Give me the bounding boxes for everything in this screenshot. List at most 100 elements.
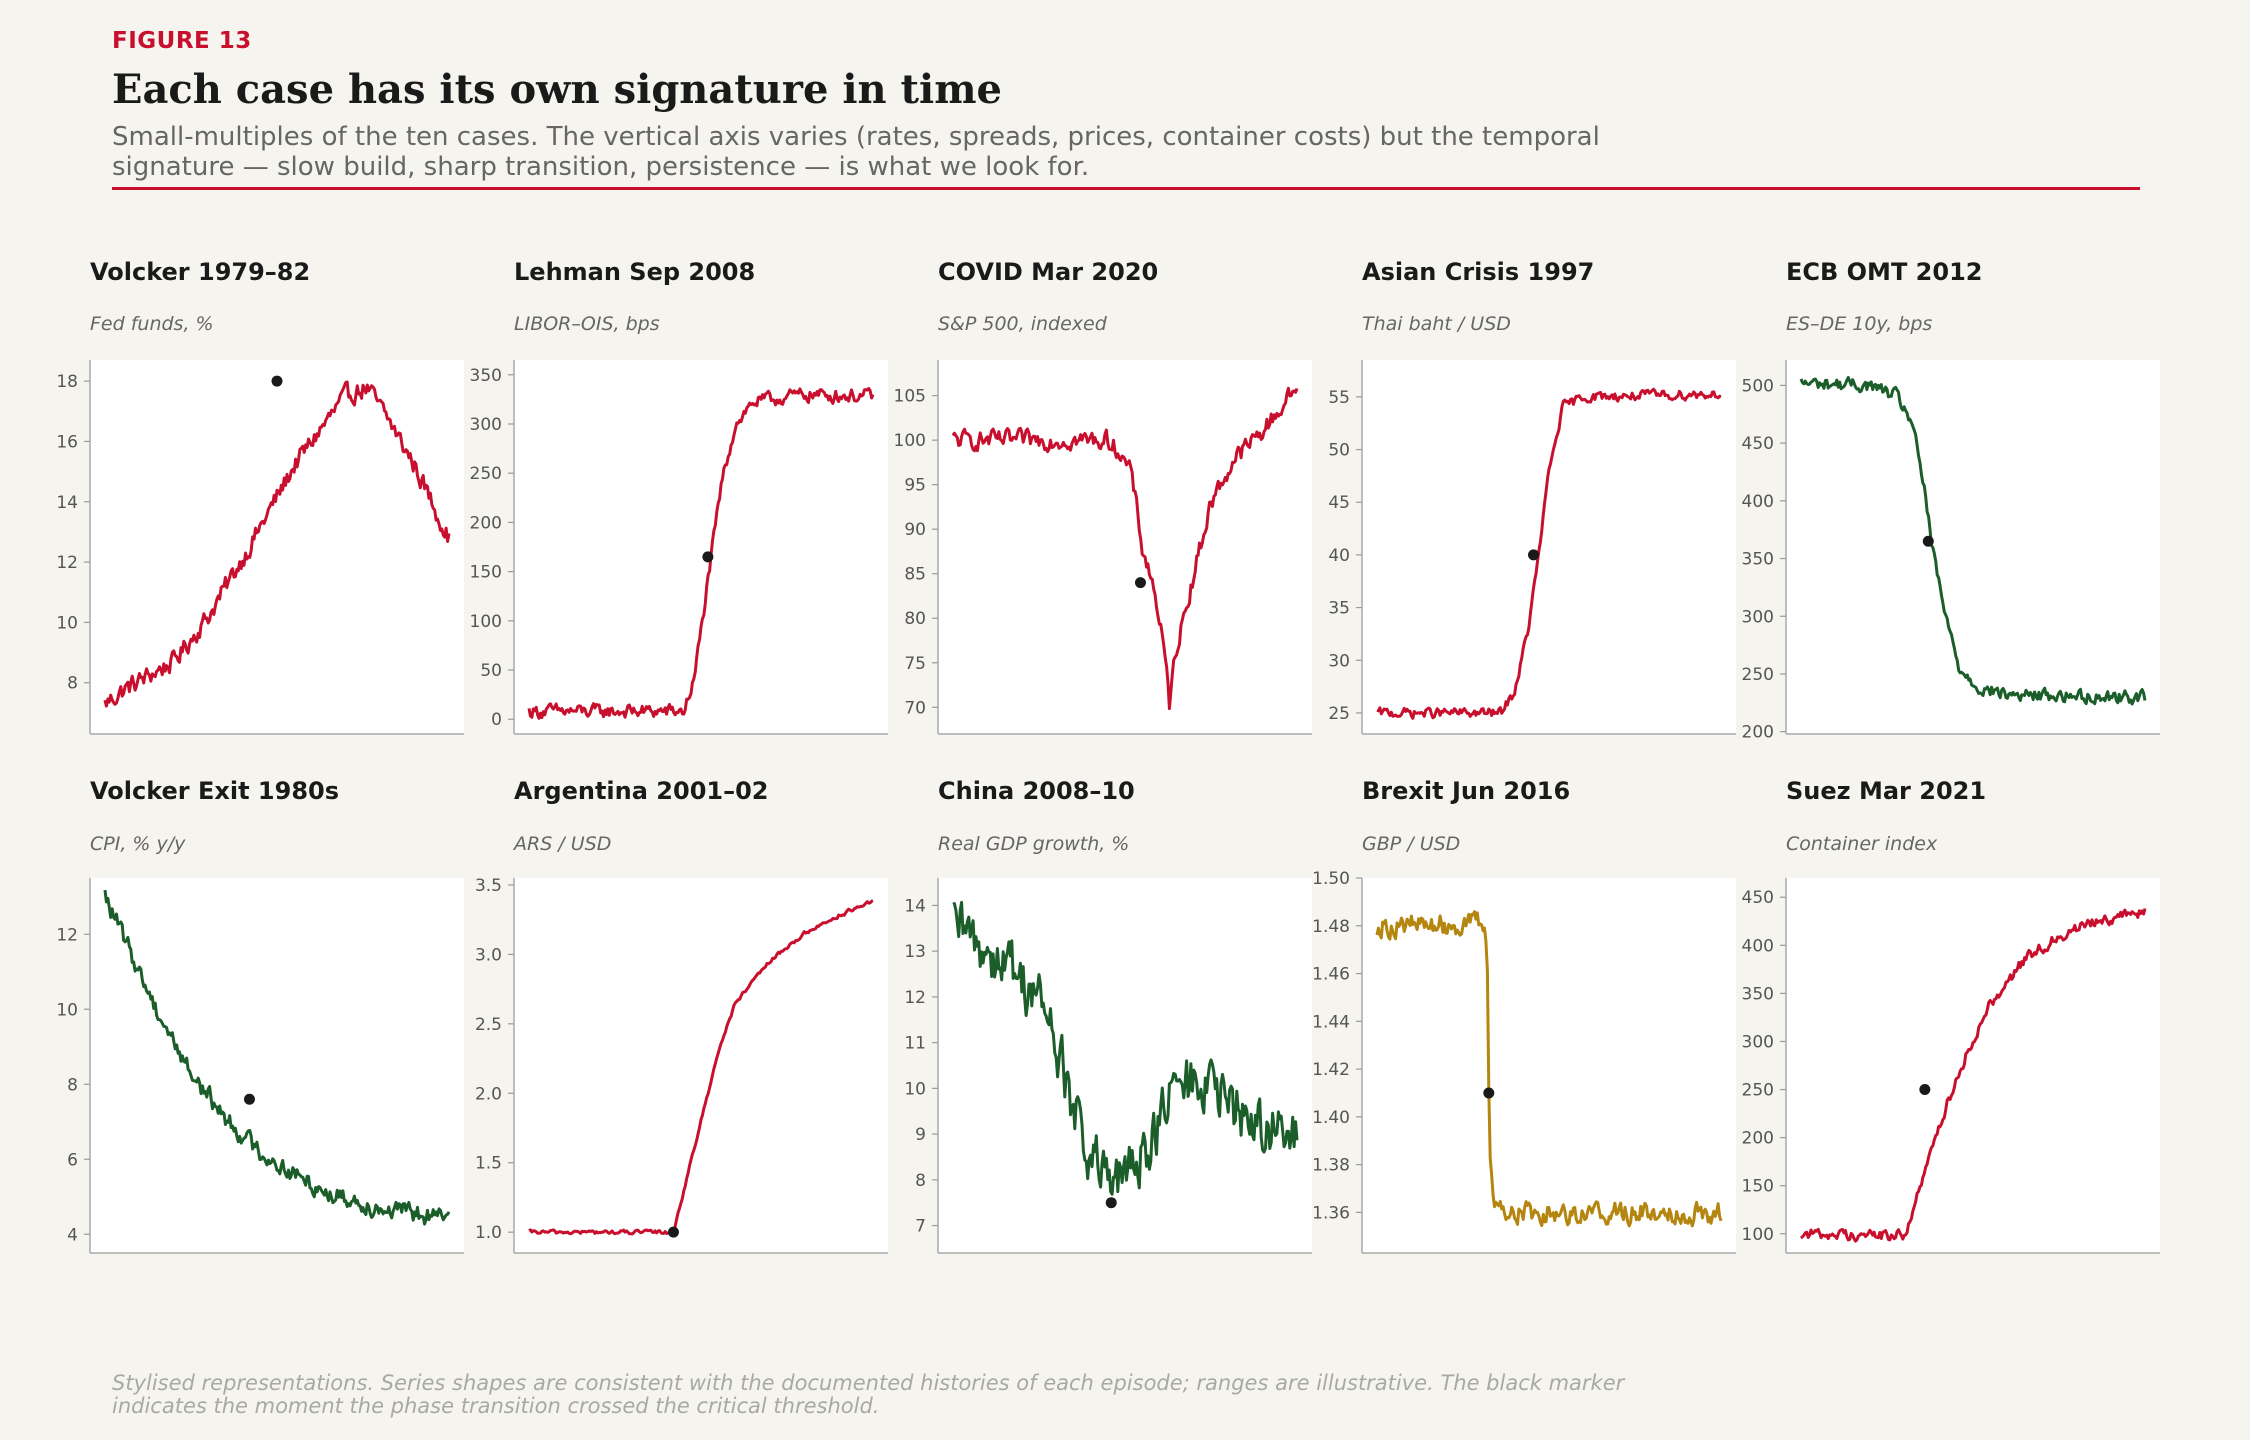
- panel-axis-label: ARS / USD: [512, 833, 611, 855]
- y-tick-label: 8: [915, 1171, 926, 1191]
- panel-7: Argentina 2001–02 ARS / USD 1.0 1.5 2.0 2.5 3.…: [475, 777, 888, 1254]
- y-tick-label: 40: [1328, 546, 1350, 566]
- y-tick-label: 90: [904, 520, 926, 540]
- panel-title: Suez Mar 2021: [1786, 777, 1986, 805]
- series-line: [951, 386, 1299, 711]
- y-tick-label: 450: [1742, 434, 1774, 454]
- panel-axis-label: ES–DE 10y, bps: [1786, 313, 1932, 335]
- y-tick-label: 2.0: [475, 1084, 502, 1104]
- panel-9: Brexit Jun 2016 GBP / USD 1.36 1.38 1.40 1.42…: [1312, 777, 1736, 1254]
- plot-area: [1362, 878, 1736, 1253]
- plot-area: [938, 360, 1312, 734]
- y-tick-label: 100: [894, 431, 926, 451]
- y-tick-label: 75: [904, 654, 926, 674]
- y-tick-label: 250: [1742, 665, 1774, 685]
- figure-title: Each case has its own signature in time: [112, 66, 1002, 113]
- panel-title: ECB OMT 2012: [1786, 258, 1982, 286]
- y-tick-label: 95: [904, 476, 926, 496]
- y-tick-label: 8: [67, 674, 78, 694]
- y-tick-label: 400: [1742, 936, 1774, 956]
- plot-area: [90, 360, 464, 734]
- y-tick-label: 7: [915, 1217, 926, 1237]
- y-tick-label: 12: [56, 925, 78, 945]
- y-tick-label: 200: [1742, 1129, 1774, 1149]
- y-tick-label: 450: [1742, 888, 1774, 908]
- y-tick-label: 100: [1742, 1225, 1774, 1245]
- series-line: [103, 889, 451, 1226]
- figure-footnote: Stylised representations. Series shapes …: [112, 1371, 1625, 1418]
- y-tick-label: 350: [1742, 550, 1774, 570]
- transition-marker: [1919, 1084, 1931, 1096]
- series-line: [528, 899, 874, 1236]
- series-line: [1799, 908, 2147, 1243]
- panel-axis-label: GBP / USD: [1362, 833, 1460, 855]
- y-tick-label: 10: [56, 613, 78, 633]
- y-tick-label: 350: [470, 366, 502, 386]
- y-tick-label: 250: [470, 464, 502, 484]
- y-tick-label: 1.38: [1312, 1156, 1350, 1176]
- transition-marker: [667, 1226, 679, 1238]
- series-line: [527, 387, 875, 720]
- y-tick-label: 150: [470, 563, 502, 583]
- panel-axis-label: S&P 500, indexed: [938, 313, 1108, 335]
- y-tick-label: 300: [470, 415, 502, 435]
- title-rule: [112, 187, 2140, 190]
- y-tick-label: 6: [67, 1150, 78, 1170]
- plot-area: [1362, 360, 1736, 734]
- y-tick-label: 14: [904, 896, 926, 916]
- y-tick-label: 1.48: [1312, 917, 1350, 937]
- y-tick-label: 100: [470, 612, 502, 632]
- panel-axis-label: CPI, % y/y: [90, 833, 186, 855]
- plot-area: [514, 878, 888, 1253]
- transition-marker: [1528, 549, 1540, 561]
- y-tick-label: 2.5: [475, 1015, 502, 1035]
- panel-title: Lehman Sep 2008: [514, 258, 755, 286]
- panel-title: Asian Crisis 1997: [1362, 258, 1594, 286]
- figure-label: FIGURE 13: [112, 28, 252, 54]
- y-tick-label: 400: [1742, 492, 1774, 512]
- y-tick-label: 35: [1328, 599, 1350, 619]
- panel-axis-label: Real GDP growth, %: [938, 833, 1129, 855]
- y-tick-label: 70: [904, 698, 926, 718]
- y-tick-label: 85: [904, 565, 926, 585]
- y-tick-label: 14: [56, 493, 78, 513]
- y-tick-label: 300: [1742, 1032, 1774, 1052]
- y-tick-label: 50: [480, 661, 502, 681]
- panel-title: Brexit Jun 2016: [1362, 777, 1570, 805]
- y-tick-label: 8: [67, 1075, 78, 1095]
- transition-marker: [271, 375, 283, 387]
- y-tick-label: 1.42: [1312, 1060, 1350, 1080]
- y-tick-label: 1.5: [475, 1154, 502, 1174]
- panel-title: Argentina 2001–02: [514, 777, 768, 805]
- y-tick-label: 13: [904, 942, 926, 962]
- y-tick-label: 9: [915, 1125, 926, 1145]
- panel-4: Asian Crisis 1997 Thai baht / USD 25 30 35 40…: [1328, 258, 1736, 735]
- y-tick-label: 105: [894, 387, 926, 407]
- y-tick-label: 300: [1742, 607, 1774, 627]
- y-tick-label: 0: [491, 710, 502, 730]
- y-tick-label: 150: [1742, 1177, 1774, 1197]
- y-tick-label: 1.44: [1312, 1012, 1350, 1032]
- y-tick-label: 500: [1742, 376, 1774, 396]
- y-tick-label: 12: [56, 553, 78, 573]
- y-tick-label: 200: [1742, 723, 1774, 743]
- y-tick-label: 1.36: [1312, 1203, 1350, 1223]
- y-tick-label: 1.46: [1312, 965, 1350, 985]
- panel-title: Volcker 1979–82: [90, 258, 310, 286]
- panel-3: COVID Mar 2020 S&P 500, indexed 70 75 80 85 90…: [894, 258, 1312, 735]
- transition-marker: [1922, 535, 1934, 547]
- y-tick-label: 45: [1328, 493, 1350, 513]
- plot-area: [514, 360, 888, 734]
- panel-title: China 2008–10: [938, 777, 1135, 805]
- y-tick-label: 3.5: [475, 876, 502, 896]
- transition-marker: [243, 1093, 255, 1105]
- transition-marker: [1105, 1197, 1117, 1209]
- transition-marker: [702, 551, 714, 563]
- panel-title: Volcker Exit 1980s: [90, 777, 339, 805]
- y-tick-label: 18: [56, 372, 78, 392]
- y-tick-label: 55: [1328, 388, 1350, 408]
- y-tick-label: 1.50: [1312, 869, 1350, 889]
- panel-10: Suez Mar 2021 Container index 100 150 200 250…: [1742, 777, 2160, 1254]
- panel-title: COVID Mar 2020: [938, 258, 1158, 286]
- panel-axis-label: LIBOR–OIS, bps: [514, 313, 660, 335]
